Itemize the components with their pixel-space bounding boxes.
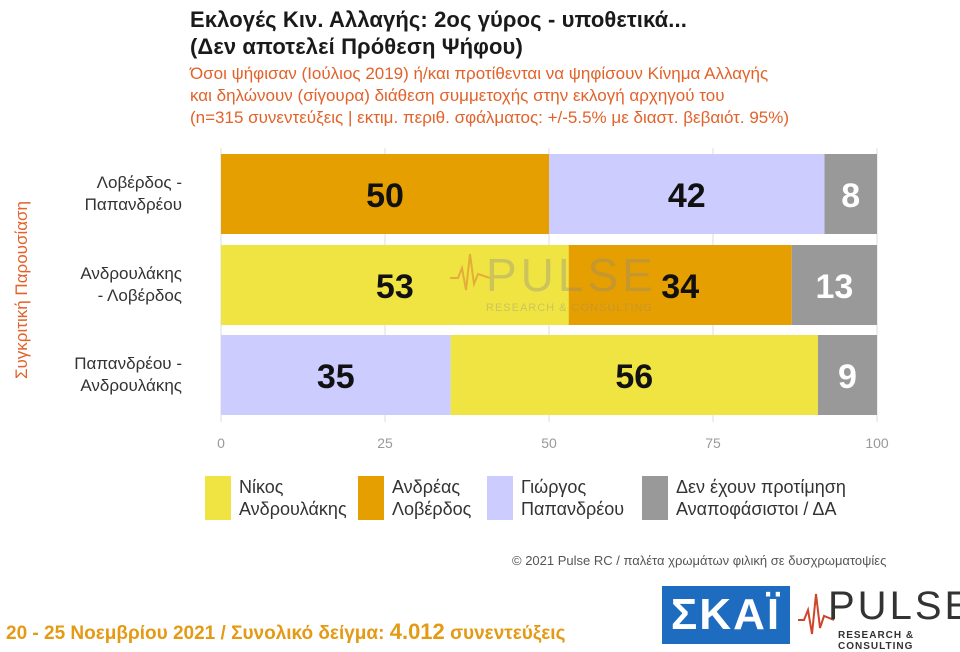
bar-segment-undecided [824,154,877,234]
x-tick-label: 0 [217,435,225,451]
data-label: 34 [661,268,699,306]
credit-note: © 2021 Pulse RC / παλέτα χρωμάτων φιλική… [512,553,887,568]
skai-logo-text: ΣΚΑΪ [670,590,782,639]
data-label: 50 [366,177,404,215]
legend-label: Ανδρέας Λοβέρδος [392,477,472,519]
subtitle-line1: Όσοι ψήφισαν (Ιούλιος 2019) ή/και προτίθ… [190,64,769,83]
legend-item-papandreou: Γιώργος Παπανδρέου [487,476,624,520]
bar-segment-papandreou [221,335,451,415]
x-tick-label: 75 [705,435,721,451]
data-label: 8 [841,177,860,215]
footer-dates: 20 - 25 Νοεμβρίου 2021 / Συνολικό δείγμα… [6,623,385,644]
x-tick-label: 50 [541,435,557,451]
category-label-line2: - Λοβέρδος [98,286,182,305]
legend-label: Γιώργος Παπανδρέου [521,477,625,519]
x-tick-label: 25 [377,435,393,451]
data-label: 42 [668,177,706,215]
pulse-logo-word: PULSE [828,584,960,628]
data-label: 13 [815,268,853,306]
category-label-line2: Παπανδρέου [85,195,182,214]
subtitle-line3: (n=315 συνεντεύξεις | εκτιμ. περιθ. σφάλ… [190,108,790,127]
legend-label: Δεν έχουν προτίμηση Αναποφάσιστοι / ΔΑ [676,477,846,519]
legend-item-androulakis: Νίκος Ανδρουλάκης [205,476,347,520]
pulse-logo-sub: RESEARCH & CONSULTING [838,630,915,652]
bar-segment-undecided [791,245,877,325]
bar-segment-loverdos [221,154,549,234]
legend-label: Νίκος Ανδρουλάκης [239,477,347,519]
legend-swatch [487,476,513,520]
chart-subtitle: Όσοι ψήφισαν (Ιούλιος 2019) ή/και προτίθ… [190,63,789,129]
category-label-line2: Ανδρουλάκης [80,376,182,395]
bar-segment-androulakis [221,245,569,325]
data-label: 53 [376,268,414,306]
bar-segment-papandreou [549,154,825,234]
legend-swatch [358,476,384,520]
category-label-line1: Παπανδρέου - [74,354,182,373]
footer-sample-size: 4.012 [389,619,445,644]
legend-item-undecided: Δεν έχουν προτίμηση Αναποφάσιστοι / ΔΑ [642,476,846,520]
footer-sample-unit: συνεντεύξεις [450,623,566,644]
pulse-wave-icon [798,593,834,635]
bar-segment-loverdos [568,245,792,325]
subtitle-line2: και δηλώνουν (σίγουρα) διάθεση συμμετοχή… [190,86,725,105]
data-label: 35 [317,358,355,396]
legend-swatch [205,476,231,520]
data-label: 56 [615,358,653,396]
legend-swatch [642,476,668,520]
chart-title-line2: (Δεν αποτελεί Πρόθεση Ψήφου) [190,34,523,59]
pulse-logo: PULSE RESEARCH & CONSULTING [798,584,960,652]
chart-title-line1: Εκλογές Κιν. Αλλαγής: 2ος γύρος - υποθετ… [190,7,687,32]
chart-legend: Νίκος Ανδρουλάκης Ανδρέας Λοβέρδος Γιώργος… [0,476,960,526]
category-label-line1: Ανδρουλάκης [80,264,182,283]
category-label-line1: Λοβέρδος - [97,173,182,192]
chart-title: Εκλογές Κιν. Αλλαγής: 2ος γύρος - υποθετ… [190,6,687,60]
bar-segment-undecided [817,335,877,415]
footer-survey-info: 20 - 25 Νοεμβρίου 2021 / Συνολικό δείγμα… [6,619,565,645]
bar-segment-androulakis [450,335,818,415]
legend-item-loverdos: Ανδρέας Λοβέρδος [358,476,471,520]
skai-logo: ΣΚΑΪ [662,586,790,644]
x-tick-label: 100 [865,435,889,451]
stacked-bar-chart: 50 42 8 Λοβέρδος - Παπανδρέου 53 34 13 Ανδρουλάκ… [74,148,889,451]
data-label: 9 [838,358,857,396]
